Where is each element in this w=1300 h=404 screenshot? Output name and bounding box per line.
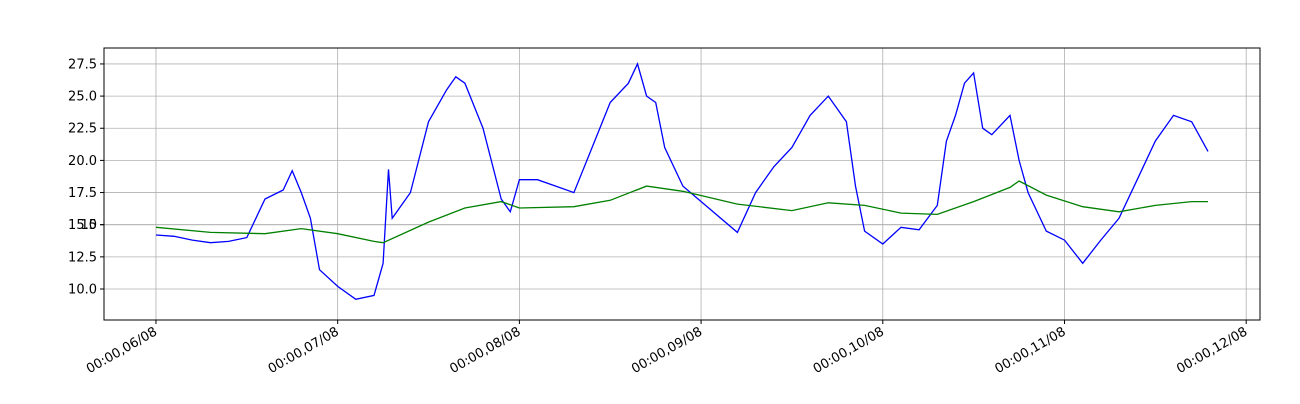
plot-frame [103, 47, 1261, 321]
x-tick-label: 00:00,12/08 [1174, 324, 1250, 377]
y-tick-label: 10.0 [68, 283, 97, 298]
x-tick-label: 00:00,07/08 [266, 324, 342, 377]
data-line [155, 62, 1209, 300]
y-tick-label: 17.5 [68, 186, 97, 201]
x-tick-label: 00:00,08/08 [447, 324, 523, 377]
y-tick-label: 20.0 [68, 154, 97, 169]
y-tick-label: 25.0 [68, 90, 97, 105]
data-line [155, 180, 1208, 244]
y-tick-label: 27.5 [68, 57, 97, 72]
x-tick-label: 00:00,10/08 [811, 324, 887, 377]
x-tick-label: 00:00,11/08 [993, 324, 1069, 377]
y-tick-label: 15 [80, 218, 97, 233]
y-tick-label: 22.5 [68, 122, 97, 137]
y-tick-label: 15.0 [68, 218, 97, 233]
y-tick-label: 12.5 [68, 250, 97, 265]
x-tick-label: 00:00,06/08 [84, 324, 160, 377]
x-tick-label: 00:00,09/08 [629, 324, 705, 377]
